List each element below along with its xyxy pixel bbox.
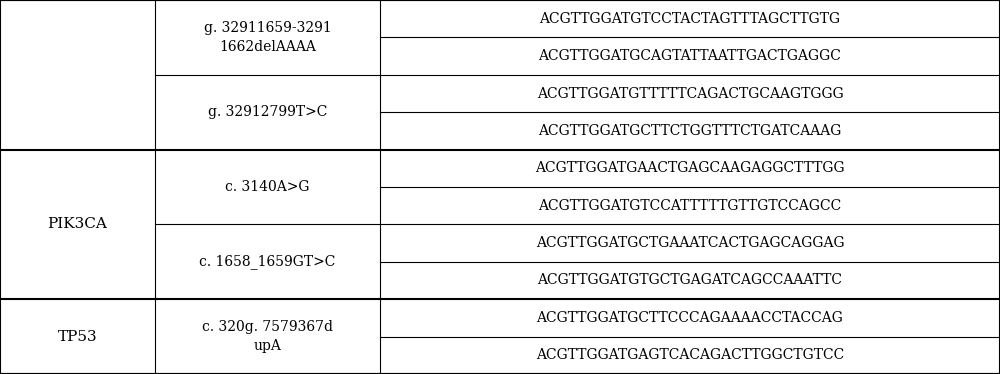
Text: ACGTTGGATGAACTGAGCAAGAGGCTTTGG: ACGTTGGATGAACTGAGCAAGAGGCTTTGG (535, 161, 845, 175)
Text: ACGTTGGATGCAGTATTAATTGACTGAGGC: ACGTTGGATGCAGTATTAATTGACTGAGGC (539, 49, 841, 63)
Text: g. 32912799T>C: g. 32912799T>C (208, 105, 327, 119)
Text: ACGTTGGATGTCCATTTTTGTTGTCCAGCC: ACGTTGGATGTCCATTTTTGTTGTCCAGCC (538, 199, 842, 213)
Text: PIK3CA: PIK3CA (48, 217, 107, 232)
Text: ACGTTGGATGCTGAAATCACTGAGCAGGAG: ACGTTGGATGCTGAAATCACTGAGCAGGAG (536, 236, 844, 250)
Text: ACGTTGGATGCTTCCCAGAAAACCTACCAG: ACGTTGGATGCTTCCCAGAAAACCTACCAG (537, 311, 843, 325)
Text: c. 1658_1659GT>C: c. 1658_1659GT>C (199, 254, 336, 269)
Text: g. 32911659-3291
1662delAAAA: g. 32911659-3291 1662delAAAA (204, 21, 331, 54)
Text: c. 320g. 7579367d
upA: c. 320g. 7579367d upA (202, 320, 333, 353)
Text: ACGTTGGATGTTTTTCAGACTGCAAGTGGG: ACGTTGGATGTTTTTCAGACTGCAAGTGGG (537, 86, 843, 101)
Text: ACGTTGGATGTCCTACTAGTTTAGCTTGTG: ACGTTGGATGTCCTACTAGTTTAGCTTGTG (539, 12, 841, 26)
Text: TP53: TP53 (58, 329, 97, 344)
Text: ACGTTGGATGAGTCACAGACTTGGCTGTCC: ACGTTGGATGAGTCACAGACTTGGCTGTCC (536, 348, 844, 362)
Text: c. 3140A>G: c. 3140A>G (225, 180, 310, 194)
Text: ACGTTGGATGCTTCTGGTTTCTGATCAAAG: ACGTTGGATGCTTCTGGTTTCTGATCAAAG (538, 124, 842, 138)
Text: ACGTTGGATGTGCTGAGATCAGCCAAATTC: ACGTTGGATGTGCTGAGATCAGCCAAATTC (538, 273, 842, 288)
